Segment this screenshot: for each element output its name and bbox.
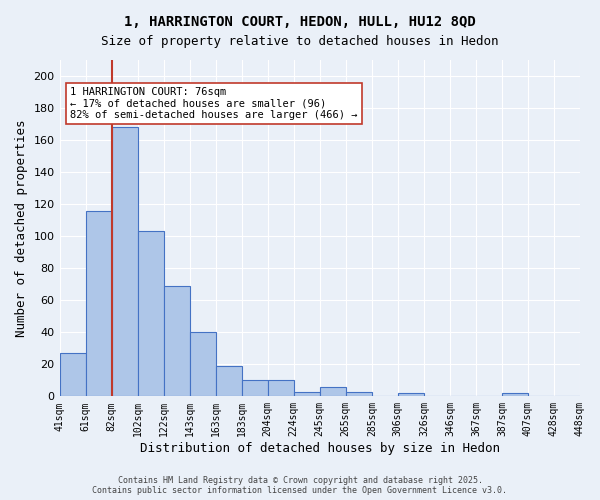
Bar (294, 392, 320, 396)
Bar (190, 332, 215, 396)
Text: Size of property relative to detached houses in Hedon: Size of property relative to detached ho… (101, 35, 499, 48)
Bar (86, 210, 112, 396)
Bar (112, 128, 137, 396)
Bar (320, 386, 346, 396)
Text: Contains HM Land Registry data © Crown copyright and database right 2025.
Contai: Contains HM Land Registry data © Crown c… (92, 476, 508, 495)
Text: 1, HARRINGTON COURT, HEDON, HULL, HU12 8QD: 1, HARRINGTON COURT, HEDON, HULL, HU12 8… (124, 15, 476, 29)
Bar (242, 380, 268, 396)
Text: 1 HARRINGTON COURT: 76sqm
← 17% of detached houses are smaller (96)
82% of semi-: 1 HARRINGTON COURT: 76sqm ← 17% of detac… (70, 87, 358, 120)
Bar (398, 393, 424, 396)
Bar (268, 380, 294, 396)
Bar (137, 232, 164, 396)
Bar (59, 353, 86, 397)
Bar (502, 393, 528, 396)
X-axis label: Distribution of detached houses by size in Hedon: Distribution of detached houses by size … (140, 442, 500, 455)
Bar (215, 366, 242, 396)
Bar (164, 286, 190, 397)
Bar (346, 392, 372, 396)
Y-axis label: Number of detached properties: Number of detached properties (15, 120, 28, 337)
